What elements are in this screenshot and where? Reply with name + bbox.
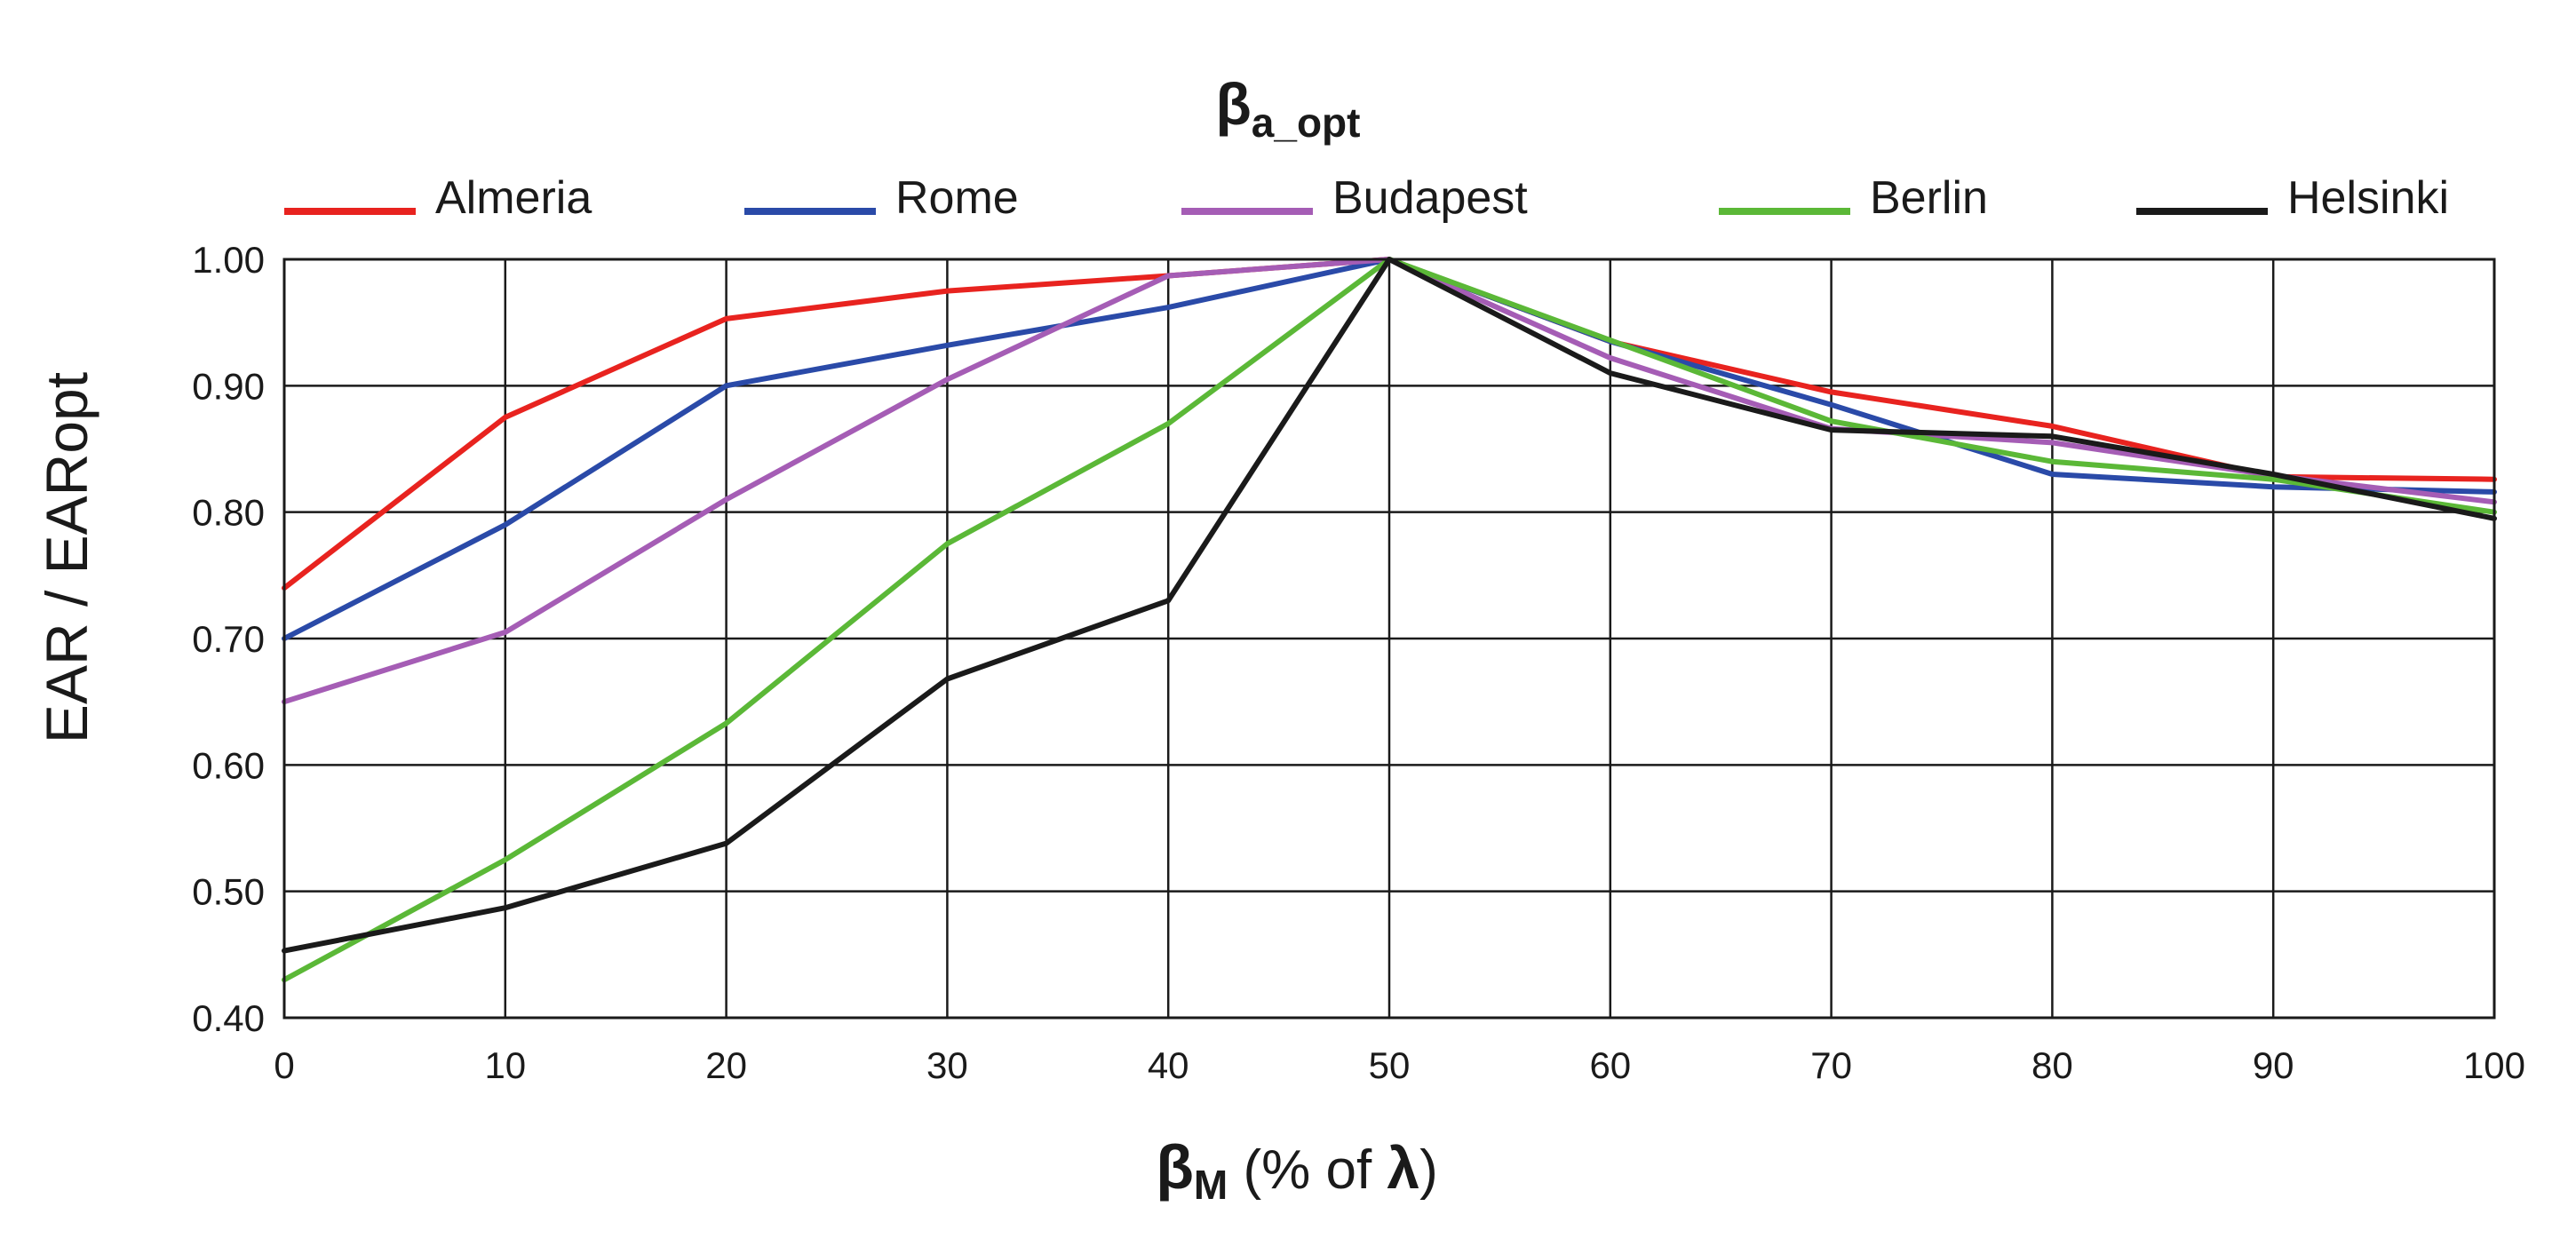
legend-label: Rome bbox=[895, 172, 1019, 224]
x-tick-label: 40 bbox=[1148, 1044, 1189, 1086]
y-tick-label: 0.90 bbox=[192, 365, 265, 407]
x-axis-ticks: 0 10 20 30 40 50 60 70 80 90 100 bbox=[274, 1044, 2525, 1086]
x-tick-label: 20 bbox=[705, 1044, 747, 1086]
legend-label: Berlin bbox=[1870, 172, 1988, 224]
x-tick-label: 100 bbox=[2463, 1044, 2525, 1086]
legend-item-berlin: Berlin bbox=[1719, 172, 1988, 224]
y-tick-label: 0.50 bbox=[192, 871, 265, 913]
x-tick-label: 70 bbox=[1810, 1044, 1852, 1086]
legend-item-budapest: Budapest bbox=[1181, 172, 1528, 224]
legend-label: Almeria bbox=[435, 172, 592, 224]
x-tick-label: 50 bbox=[1369, 1044, 1411, 1086]
y-tick-label: 0.70 bbox=[192, 618, 265, 660]
x-tick-label: 90 bbox=[2253, 1044, 2294, 1086]
plot-frame bbox=[282, 258, 2496, 1020]
x-axis-label: βM (% of λ) bbox=[1156, 1132, 1438, 1208]
x-tick-label: 60 bbox=[1589, 1044, 1631, 1086]
legend-item-helsinki: Helsinki bbox=[2136, 172, 2449, 224]
legend-item-rome: Rome bbox=[744, 172, 1019, 224]
y-tick-label: 0.80 bbox=[192, 492, 265, 534]
y-tick-label: 0.60 bbox=[192, 744, 265, 786]
x-tick-label: 80 bbox=[2031, 1044, 2073, 1086]
legend-label: Budapest bbox=[1332, 172, 1528, 224]
legend-item-almeria: Almeria bbox=[284, 172, 592, 224]
x-tick-label: 10 bbox=[484, 1044, 526, 1086]
y-axis-ticks: 0.40 0.50 0.60 0.70 0.80 0.90 1.00 bbox=[192, 239, 265, 1039]
legend: Almeria Rome Budapest Berlin Helsinki bbox=[284, 172, 2449, 224]
x-tick-label: 0 bbox=[274, 1044, 294, 1086]
chart-title: βa_opt bbox=[1216, 71, 1361, 146]
y-tick-label: 1.00 bbox=[192, 239, 265, 281]
y-tick-label: 0.40 bbox=[192, 997, 265, 1039]
grid bbox=[282, 258, 2496, 1020]
y-axis-label: EAR / EARopt bbox=[34, 372, 99, 743]
legend-label: Helsinki bbox=[2287, 172, 2449, 224]
x-tick-label: 30 bbox=[926, 1044, 968, 1086]
